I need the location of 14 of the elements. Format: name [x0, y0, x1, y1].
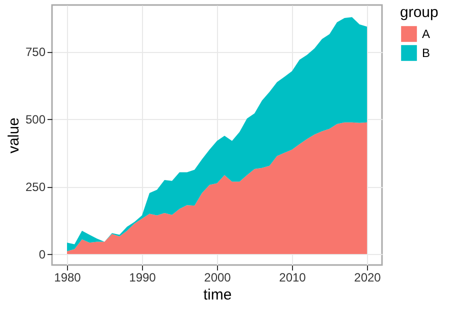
legend-title: group	[400, 4, 438, 21]
x-tick-label: 1980	[54, 270, 82, 284]
y-tick-label: 500	[25, 112, 46, 127]
legend-label: A	[422, 27, 430, 41]
y-tick-label: 0	[38, 247, 46, 262]
y-tick-label: 750	[25, 45, 46, 60]
x-tick-label: 2020	[354, 270, 382, 284]
x-axis-title: time	[203, 286, 232, 304]
x-tick-label: 2010	[279, 270, 306, 284]
x-tick-label: 2000	[204, 270, 232, 284]
y-axis-title: value	[5, 118, 22, 154]
y-tick-label: 250	[25, 180, 46, 194]
x-tick-label: 1990	[129, 270, 156, 284]
legend-label: B	[422, 46, 430, 60]
